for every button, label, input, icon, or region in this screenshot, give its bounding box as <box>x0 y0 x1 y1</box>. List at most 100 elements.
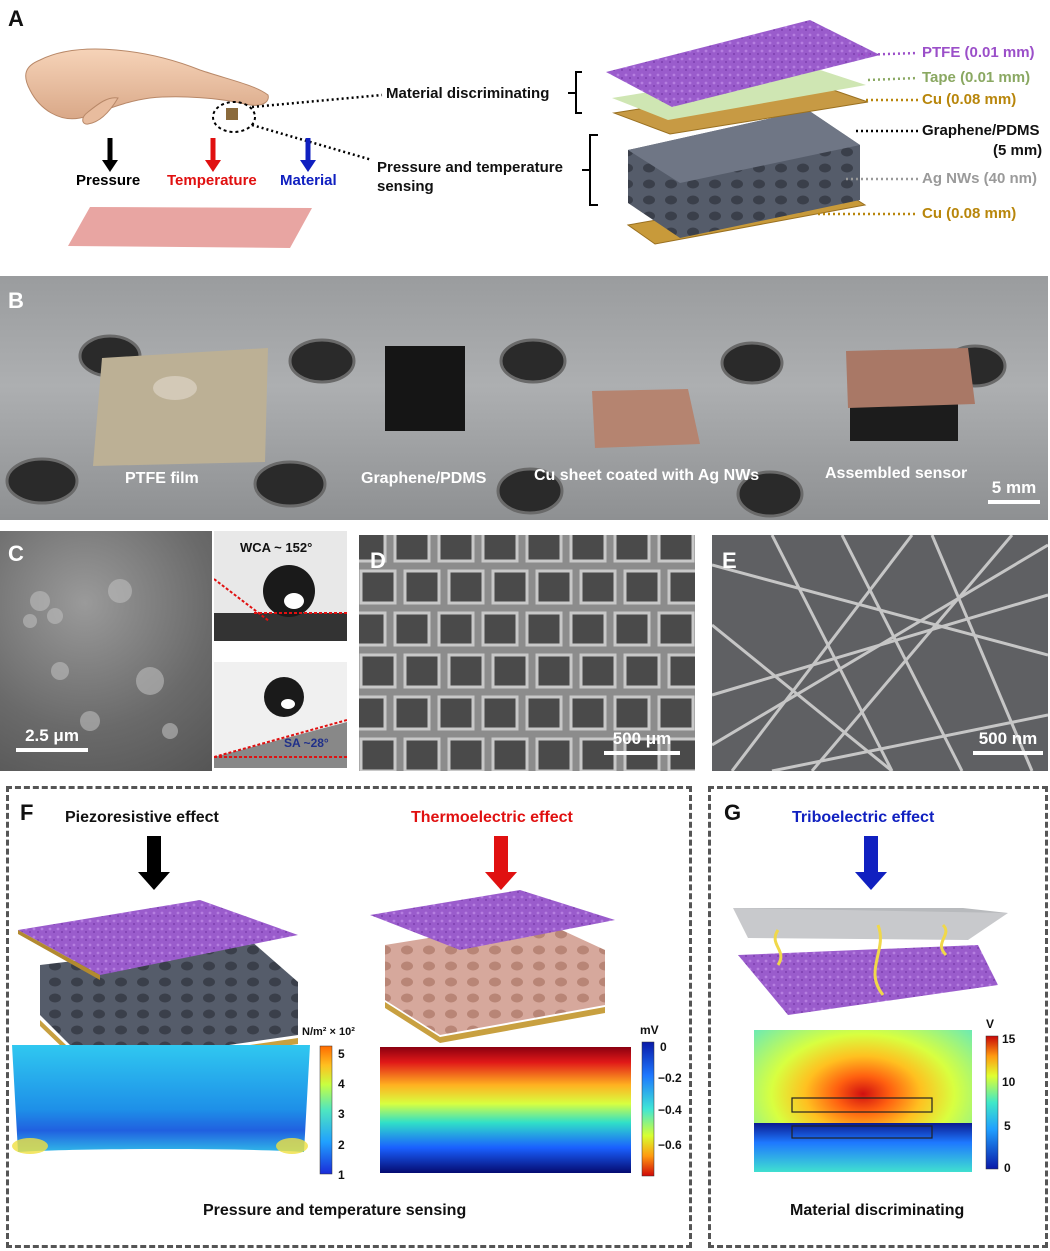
pore-cell <box>403 737 441 771</box>
cb-right-tick-3: −0.6 <box>658 1138 682 1152</box>
cb-g-tick-10: 10 <box>1002 1075 1016 1089</box>
panel-label-a: A <box>8 6 24 31</box>
thermo-title: Thermoelectric effect <box>411 809 573 826</box>
cb-right-tick-1: −0.2 <box>658 1071 682 1085</box>
photo-label-assembled: Assembled sensor <box>825 465 968 482</box>
layer-label-graphene-thickness: (5 mm) <box>993 142 1043 159</box>
pore-cell <box>579 653 617 689</box>
panel-label-b: B <box>8 288 24 313</box>
panel-label-g: G <box>724 800 742 825</box>
sensor-cube <box>226 108 238 120</box>
pore-cell <box>481 611 519 647</box>
panel-label-d: D <box>370 548 386 573</box>
pore-cell <box>667 653 695 689</box>
assembled-sensor-sample <box>846 348 975 408</box>
material-discriminating-label: Material discriminating <box>386 85 550 102</box>
pore-cell <box>491 569 529 605</box>
input-arrows <box>102 138 316 172</box>
wca-image <box>214 531 347 641</box>
colorbar-unit-right: mV <box>640 1023 659 1037</box>
tribo-title: Triboelectric effect <box>792 809 935 826</box>
input-label-pressure: Pressure <box>76 172 141 189</box>
cb-right-tick-0: 0 <box>660 1040 667 1054</box>
pore-cell <box>525 695 563 731</box>
wca-label: WCA ~ 152° <box>240 540 313 555</box>
pore-cell <box>447 569 485 605</box>
panel-a-illustration <box>25 20 919 248</box>
pore-cell <box>525 611 563 647</box>
pore-cell <box>393 611 431 647</box>
scale-label-b: 5 mm <box>991 478 1037 497</box>
graphene-pdms-sample <box>385 346 465 431</box>
pore-cell <box>437 535 475 563</box>
pore-cell <box>613 611 651 647</box>
scale-bar-e: 500 nm <box>973 729 1043 755</box>
pore-cell <box>393 535 431 563</box>
photo-label-cu-sheet: Cu sheet coated with Ag NWs <box>534 467 760 484</box>
photo-label-ptfe: PTFE film <box>125 470 199 487</box>
layer-label-graphene: Graphene/PDMS <box>922 122 1040 139</box>
pore-cell <box>403 569 441 605</box>
pore-cell <box>657 611 695 647</box>
pore-cell <box>447 653 485 689</box>
cu-sheet-sample <box>592 389 700 448</box>
pore-cell <box>657 695 695 731</box>
cb-g-tick-15: 15 <box>1002 1032 1016 1046</box>
panel-e-sem <box>712 535 1048 771</box>
cb-g-tick-0: 0 <box>1004 1161 1011 1175</box>
pore-cell <box>613 535 651 563</box>
pore-cell <box>447 737 485 771</box>
scale-bar-d: 500 μm <box>604 729 680 755</box>
layer-label-cu-top: Cu (0.08 mm) <box>922 91 1017 108</box>
panel-f-frame <box>6 786 692 1248</box>
cb-left-tick-2: 2 <box>338 1138 345 1152</box>
pore-cell <box>359 737 397 771</box>
pore-cell <box>491 653 529 689</box>
pressure-temp-label-line1: Pressure and temperature <box>377 159 563 176</box>
pore-cell <box>359 653 397 689</box>
scale-label-d: 500 μm <box>612 729 672 748</box>
pore-cell <box>359 695 387 731</box>
pore-cell <box>525 535 563 563</box>
pore-cell <box>569 695 607 731</box>
pore-cell <box>403 653 441 689</box>
pore-cell <box>623 653 661 689</box>
panel-b-photo <box>0 276 1048 520</box>
panel-f-graphics <box>12 836 655 1177</box>
panel-label-e: E <box>722 548 737 573</box>
exploded-sensor-stack <box>606 20 880 245</box>
pore-cell <box>569 535 607 563</box>
layer-label-ptfe: PTFE (0.01 mm) <box>922 44 1035 61</box>
input-label-temperature: Temperature <box>167 172 257 189</box>
colorbar-unit-g: V <box>986 1017 995 1031</box>
pore-cell <box>667 569 695 605</box>
photo-label-graphene: Graphene/PDMS <box>361 470 487 487</box>
pore-cell <box>579 569 617 605</box>
pore-cell <box>657 535 695 563</box>
panel-c-sem <box>0 531 212 771</box>
input-label-material: Material <box>280 172 337 189</box>
pore-cell <box>359 611 387 647</box>
pore-cell <box>437 611 475 647</box>
pore-cell <box>491 737 529 771</box>
cb-left-tick-1: 1 <box>338 1168 345 1182</box>
pressure-temp-label-line2: sensing <box>377 178 434 195</box>
pore-cell <box>623 569 661 605</box>
scale-bar-b: 5 mm <box>988 478 1040 504</box>
panel-label-f: F <box>20 800 34 825</box>
substrate-plate <box>68 207 312 248</box>
pore-cell <box>481 695 519 731</box>
panel-g-frame <box>708 786 1048 1248</box>
hand-illustration <box>25 48 269 120</box>
panel-d-sem <box>359 535 695 771</box>
cb-left-tick-3: 3 <box>338 1107 345 1121</box>
pore-cell <box>535 569 573 605</box>
layer-label-tape: Tape (0.01 mm) <box>922 69 1031 86</box>
cb-left-tick-5: 5 <box>338 1047 345 1061</box>
colorbar-unit-left: N/m² × 10² <box>302 1026 355 1038</box>
pore-cell <box>437 695 475 731</box>
pore-cell <box>359 569 397 605</box>
scale-bar-c: 2.5 μm <box>16 726 88 752</box>
zoom-circle <box>212 101 256 133</box>
panel-label-c: C <box>8 541 24 566</box>
